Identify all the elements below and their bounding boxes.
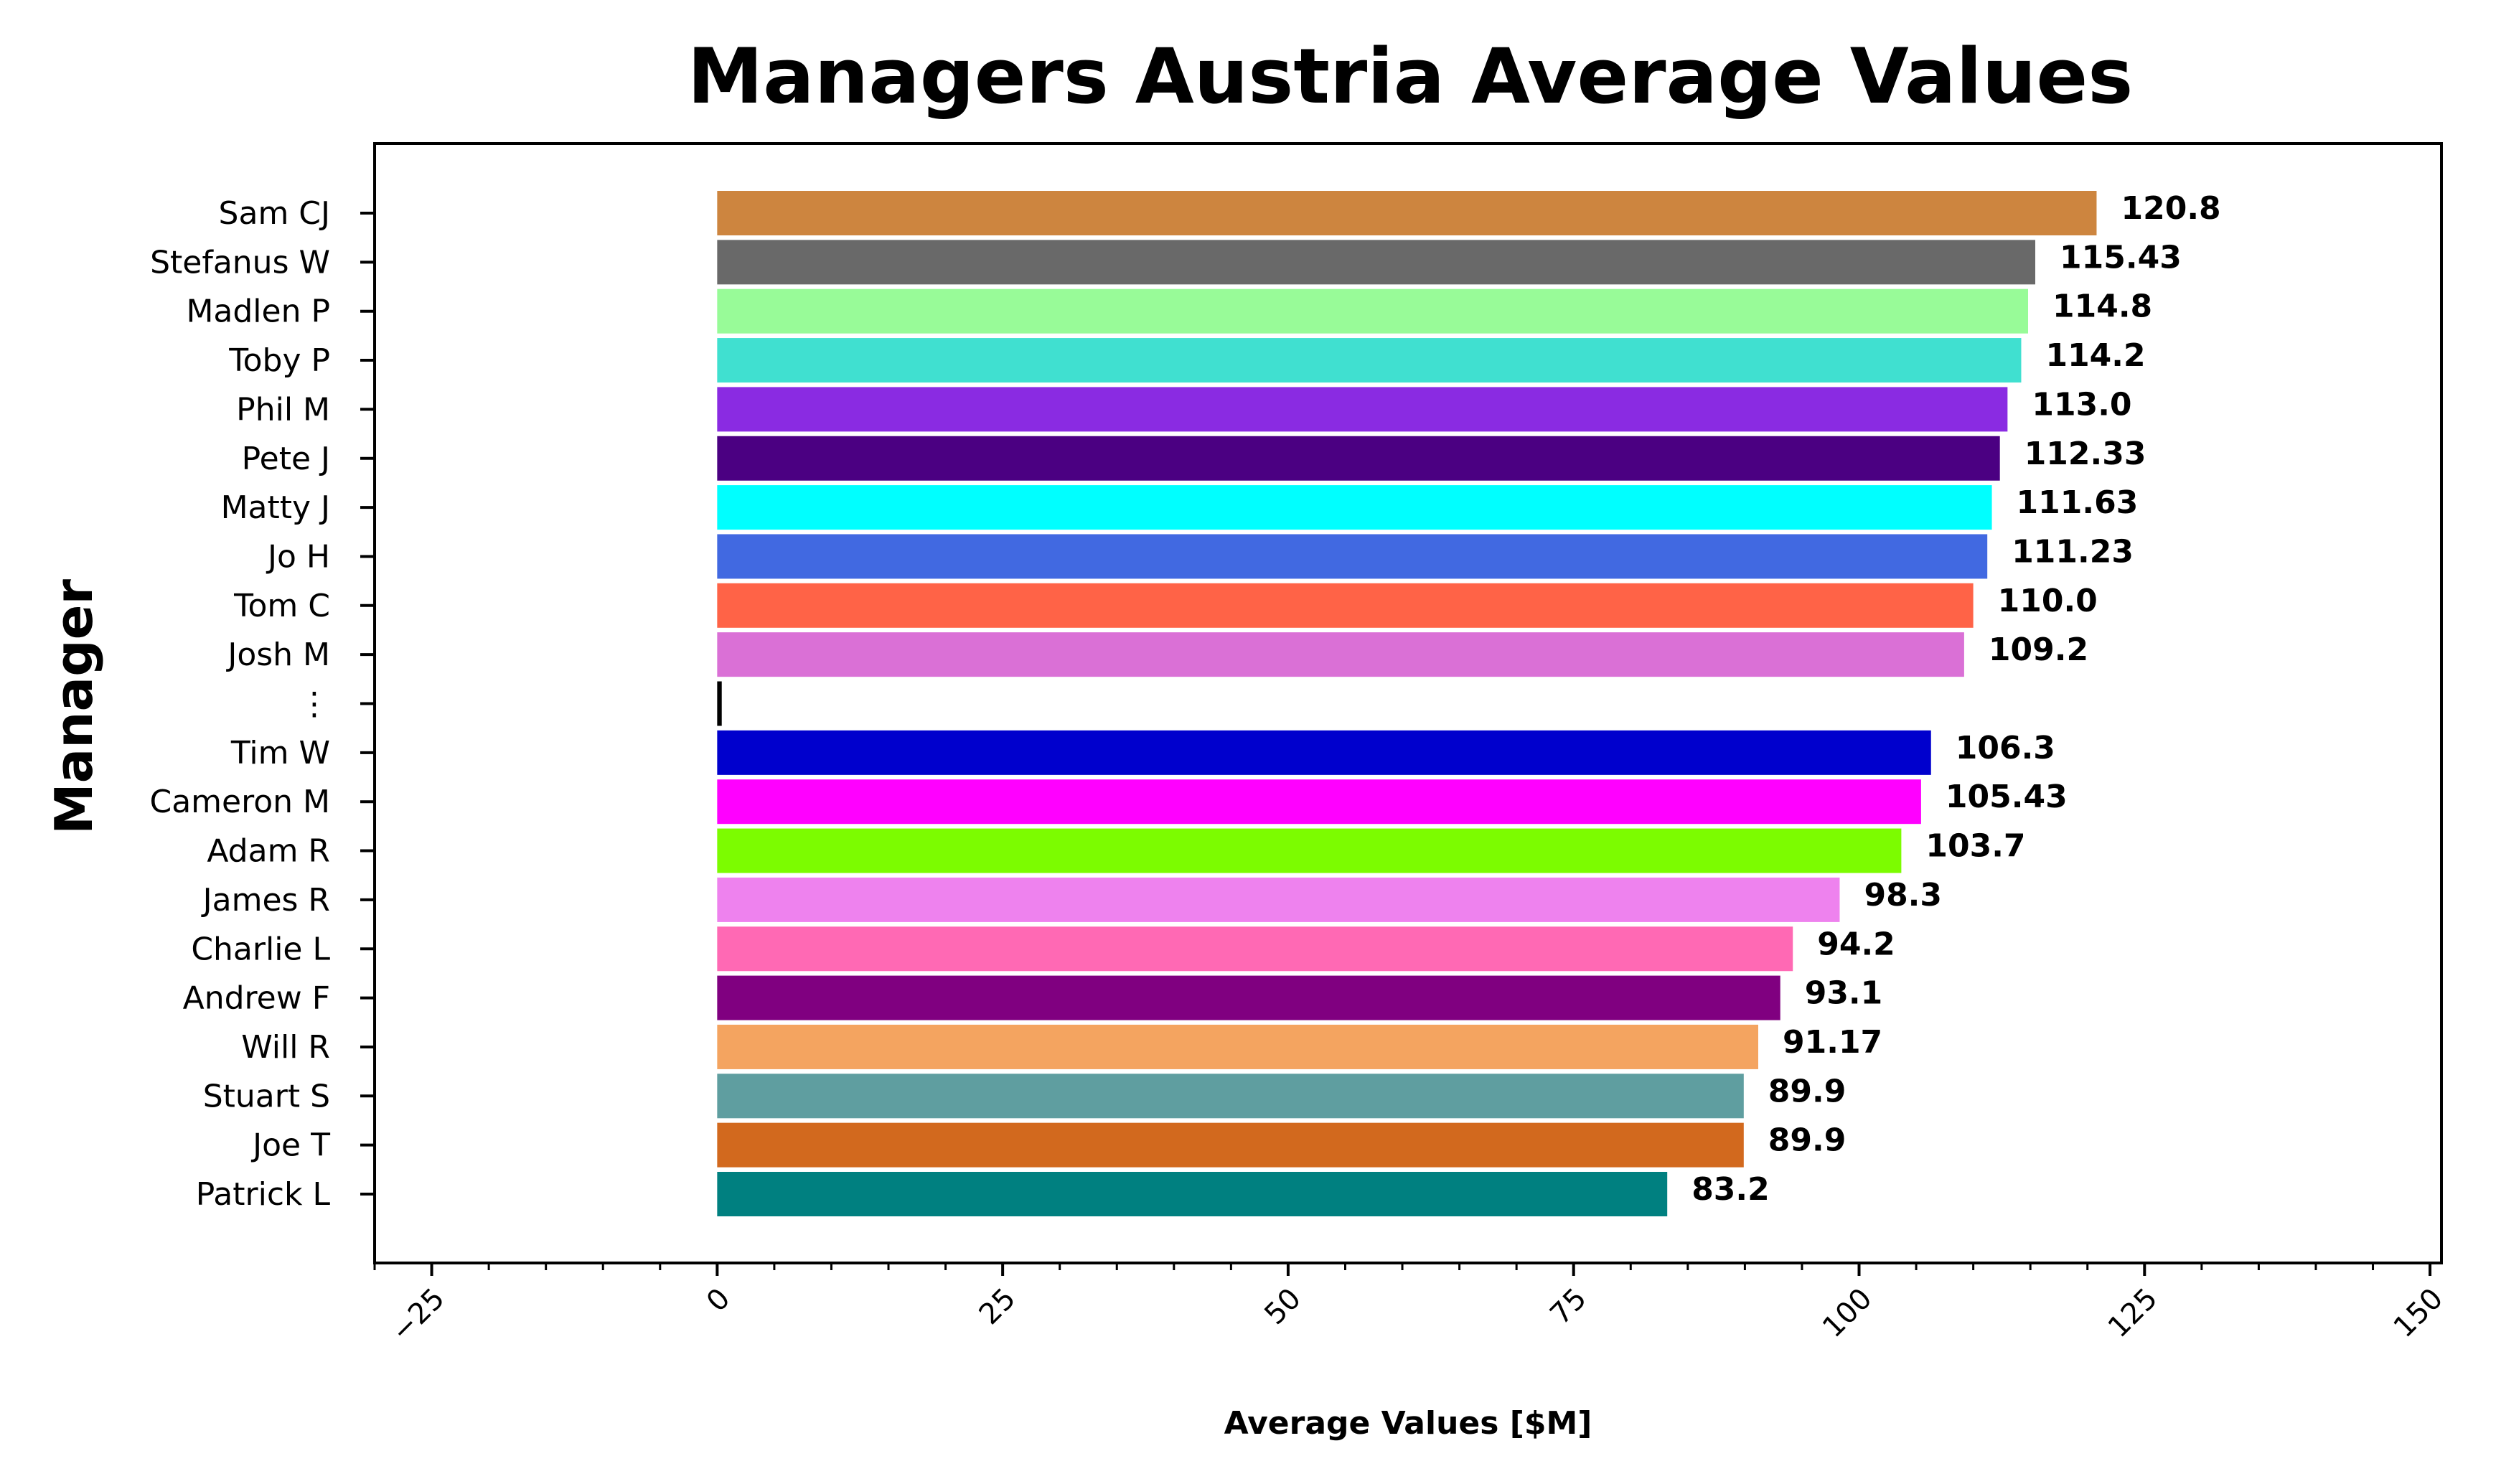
- bar: [717, 828, 1902, 873]
- x-tick-label: 125: [2102, 1282, 2164, 1345]
- bar: [717, 681, 722, 726]
- value-label: 93.1: [1805, 975, 1883, 1012]
- x-tick-label: 150: [2388, 1282, 2450, 1345]
- bar: [717, 877, 1840, 922]
- bar: [717, 387, 2008, 432]
- y-tick-label: Joe T: [250, 1127, 330, 1164]
- y-tick-label: Phil M: [236, 391, 330, 428]
- value-label: 83.2: [1691, 1171, 1770, 1208]
- x-tick-label: 0: [700, 1282, 737, 1319]
- bar: [717, 338, 2022, 383]
- bar: [717, 1074, 1744, 1119]
- y-axis-title: Manager: [44, 579, 104, 835]
- y-tick-label: Andrew F: [183, 980, 330, 1017]
- bar: [717, 1024, 1759, 1069]
- value-label: 91.17: [1783, 1024, 1882, 1061]
- value-label: 103.7: [1925, 828, 2025, 865]
- y-tick-label: Josh M: [225, 637, 330, 673]
- y-tick-label: Adam R: [207, 833, 330, 870]
- y-tick-label: James R: [201, 882, 330, 919]
- value-labels: 120.8 115.43 114.8 114.2 113.0 112.33 111.63 11…: [1691, 190, 2220, 1208]
- value-label: 114.8: [2052, 288, 2152, 325]
- x-tick-label: 25: [973, 1282, 1023, 1332]
- value-label: 113.0: [2032, 386, 2131, 423]
- value-label: 94.2: [1817, 926, 1895, 962]
- y-tick-label: Charlie L: [191, 931, 330, 967]
- bar: [717, 632, 1964, 677]
- bar: [717, 485, 1992, 530]
- bar: [717, 240, 2036, 285]
- y-tick-label: Toby P: [228, 342, 330, 379]
- bar: [717, 975, 1780, 1020]
- bar: [717, 534, 1988, 579]
- value-label: 111.63: [2017, 484, 2139, 521]
- value-label: 115.43: [2060, 239, 2182, 276]
- value-label: 120.8: [2121, 190, 2220, 227]
- value-label: 109.2: [1989, 631, 2088, 668]
- y-tick-labels: Sam CJ Stefanus W Madlen P Toby P Phil M Pete…: [150, 195, 375, 1213]
- y-tick-label: Tom C: [233, 588, 330, 624]
- y-tick-label: ⋮: [299, 686, 330, 723]
- value-label: 89.9: [1768, 1073, 1847, 1109]
- y-tick-label: Sam CJ: [219, 195, 330, 232]
- x-tick-label: 75: [1544, 1282, 1593, 1332]
- y-tick-label: Jo H: [266, 538, 330, 575]
- y-tick-label: Will R: [241, 1029, 330, 1066]
- bar: [717, 779, 1921, 825]
- value-label: 111.23: [2012, 533, 2134, 570]
- bar: [717, 436, 2000, 481]
- y-tick-label: Cameron M: [150, 784, 331, 820]
- y-tick-label: Madlen P: [186, 293, 330, 330]
- value-label: 112.33: [2024, 436, 2146, 472]
- bar: [717, 1172, 1668, 1216]
- chart-title: Managers Austria Average Values: [688, 32, 2134, 121]
- y-tick-label: Stefanus W: [150, 244, 330, 281]
- bar: [717, 288, 2028, 334]
- bar: [717, 730, 1931, 775]
- bar: [717, 926, 1793, 972]
- x-axis-ticks: −25 0 25 50 75 100 125 150: [373, 1263, 2450, 1348]
- value-label: 98.3: [1864, 877, 1942, 914]
- value-label: 106.3: [1956, 730, 2055, 766]
- x-axis-title: Average Values [$M]: [1224, 1405, 1592, 1442]
- y-tick-label: Pete J: [242, 441, 330, 477]
- x-tick-label: 50: [1258, 1282, 1308, 1332]
- bar: [717, 191, 2097, 235]
- bars-group: [717, 191, 2097, 1216]
- y-tick-label: Stuart S: [203, 1078, 330, 1114]
- y-tick-label: Matty J: [221, 489, 330, 526]
- y-tick-label: Patrick L: [196, 1176, 331, 1213]
- value-label: 89.9: [1768, 1122, 1847, 1159]
- value-label: 114.2: [2045, 337, 2145, 374]
- value-label: 110.0: [1998, 583, 2098, 619]
- y-tick-label: Tim W: [230, 735, 330, 771]
- x-tick-label: −25: [385, 1282, 451, 1348]
- value-label: 105.43: [1946, 779, 2068, 815]
- bar: [717, 583, 1974, 628]
- bar: [717, 1122, 1744, 1168]
- x-tick-label: 100: [1816, 1282, 1879, 1345]
